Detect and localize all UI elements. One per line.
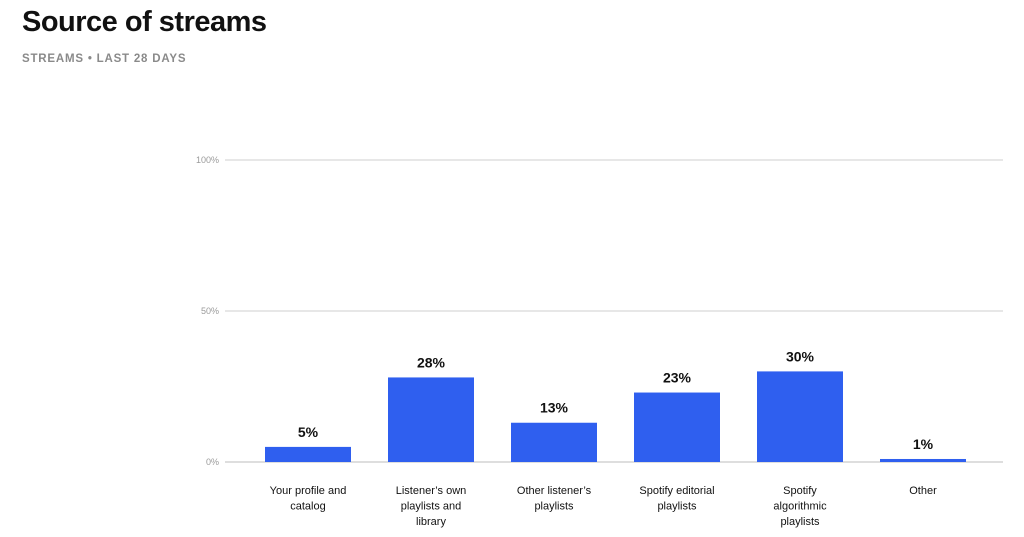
category-label: Spotify editorial playlists bbox=[639, 485, 714, 513]
bar bbox=[634, 392, 720, 462]
bar bbox=[388, 377, 474, 462]
bar bbox=[880, 458, 966, 462]
page-subtitle: STREAMS • LAST 28 DAYS bbox=[22, 53, 187, 65]
bar bbox=[511, 422, 597, 462]
category-label: Other listener’s playlists bbox=[517, 485, 592, 513]
y-tick-label: 50% bbox=[201, 306, 219, 316]
bar bbox=[265, 446, 351, 462]
y-tick-label: 0% bbox=[206, 457, 219, 467]
data-label: 13% bbox=[540, 400, 569, 416]
data-label: 30% bbox=[786, 348, 815, 364]
category-label: Other bbox=[909, 485, 937, 497]
data-label: 28% bbox=[417, 354, 446, 370]
category-label: Listener’s own playlists and library bbox=[396, 485, 467, 528]
category-label: Spotify algorithmic playlists bbox=[773, 485, 827, 528]
page-title: Source of streams bbox=[22, 6, 267, 38]
data-label: 23% bbox=[663, 370, 692, 386]
data-label: 5% bbox=[298, 424, 319, 440]
y-tick-label: 100% bbox=[196, 155, 219, 165]
bar bbox=[757, 371, 843, 462]
data-label: 1% bbox=[913, 436, 934, 452]
category-label: Your profile and catalog bbox=[270, 485, 347, 513]
